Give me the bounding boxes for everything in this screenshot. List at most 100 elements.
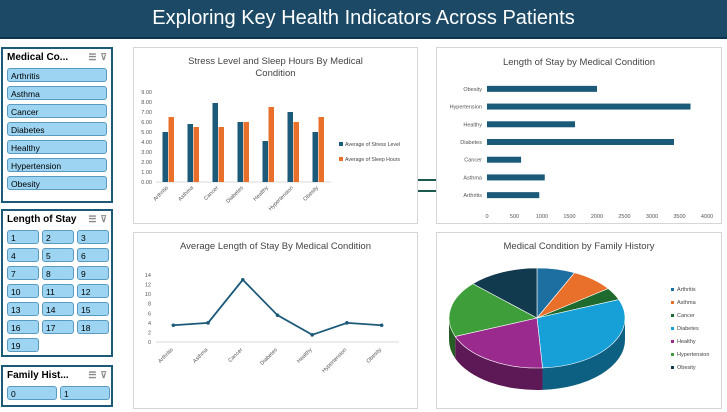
slicer-item[interactable]: Diabetes (7, 122, 107, 136)
bar (218, 127, 224, 182)
slicer-item[interactable]: 12 (77, 284, 109, 298)
y-tick-label: 4 (148, 321, 151, 327)
slicer-item[interactable]: 11 (42, 284, 74, 298)
slicer-item[interactable]: 1 (7, 230, 39, 244)
bar (237, 122, 243, 182)
legend-marker (671, 327, 674, 330)
bar (162, 132, 168, 182)
slicer-item[interactable]: 6 (77, 248, 109, 262)
x-tick-label: Hypertension (268, 185, 295, 212)
slicer-item[interactable]: Asthma (7, 86, 107, 100)
x-tick-label: 3000 (646, 214, 658, 220)
series-line (173, 278, 382, 336)
y-tick-label: 4.00 (141, 140, 152, 146)
slicer-title: Medical Co... (7, 52, 69, 63)
y-tick-label: Asthma (463, 175, 483, 181)
legend-label: Arthritis (677, 287, 696, 293)
clear-filter-icon[interactable]: ⊽ (100, 52, 107, 62)
multi-select-icon[interactable]: ☰ (88, 214, 97, 224)
x-tick-label: Healthy (252, 185, 270, 203)
y-tick-label: 5.00 (141, 130, 152, 136)
clear-filter-icon[interactable]: ⊽ (100, 214, 107, 224)
slicer-item[interactable]: 2 (42, 230, 74, 244)
y-tick-label: 2 (148, 330, 151, 336)
bar (487, 103, 691, 110)
medical-condition-slicer: Medical Co... ☰ ⊽ Arthritis Asthma Cancer Di… (1, 47, 113, 203)
legend-marker (339, 142, 343, 146)
slicer-item[interactable]: 5 (42, 248, 74, 262)
x-tick-label: Hypertension (321, 347, 348, 374)
y-tick-label: 8.00 (141, 100, 152, 106)
multi-select-icon[interactable]: ☰ (88, 52, 97, 62)
x-tick-label: Obesity (366, 347, 384, 365)
pie-slice (536, 299, 626, 369)
slicer-item[interactable]: 19 (7, 338, 39, 352)
slicer-item[interactable]: 13 (7, 302, 39, 316)
family-history-chart[interactable]: Medical Condition by Family History Arth… (436, 232, 722, 409)
bar (243, 122, 249, 182)
bar (487, 174, 545, 181)
slicer-item[interactable]: 16 (7, 320, 39, 334)
x-tick-label: Arthritis (157, 347, 175, 365)
pie-slice-side (542, 318, 625, 390)
length-of-stay-svg: Obesity Hypertension Healthy Diabetes Cancer… (450, 85, 713, 220)
y-tick-label: 6.00 (141, 120, 152, 126)
multi-select-icon[interactable]: ☰ (88, 370, 97, 380)
connector-line (418, 179, 436, 181)
chart-title: Medical Condition by Family History (503, 241, 655, 252)
x-tick-label: 2000 (591, 214, 603, 220)
slicer-item[interactable]: 7 (7, 266, 39, 280)
x-tick-label: Cancer (227, 347, 244, 364)
bar (212, 103, 218, 182)
legend-marker (671, 288, 674, 291)
slicer-item[interactable]: 15 (77, 302, 109, 316)
legend-label: Asthma (677, 300, 697, 306)
slicer-item[interactable]: 18 (77, 320, 109, 334)
y-tick-label: 3.00 (141, 150, 152, 156)
legend-marker (671, 340, 674, 343)
slicer-item[interactable]: 8 (42, 266, 74, 280)
slicer-item[interactable]: Healthy (7, 140, 107, 154)
avg-length-chart[interactable]: Average Length of Stay By Medical Condit… (133, 232, 418, 409)
slicer-header: Length of Stay ☰ ⊽ (3, 211, 111, 232)
slicer-item[interactable]: Arthritis (7, 68, 107, 82)
clear-filter-icon[interactable]: ⊽ (100, 370, 107, 380)
slicer-title: Family Hist... (7, 370, 69, 381)
family-history-svg: Arthritis Asthma Cancer Diabetes Healthy Hype… (448, 267, 709, 390)
slicer-item[interactable]: 9 (77, 266, 109, 280)
bar (487, 192, 540, 199)
x-tick-label: 1000 (536, 214, 548, 220)
length-of-stay-chart[interactable]: Length of Stay by Medical Condition Obes… (436, 47, 722, 224)
y-tick-label: 14 (145, 273, 151, 279)
legend-label: Hypertension (677, 352, 709, 358)
data-point (345, 321, 349, 325)
stress-sleep-chart[interactable]: Stress Level and Sleep Hours By Medical … (133, 47, 418, 224)
length-of-stay-slicer: Length of Stay ☰ ⊽ 1 2 3 4 5 6 7 8 9 10 11 12 13 14 15 1… (1, 209, 113, 357)
slicer-item[interactable]: Cancer (7, 104, 107, 118)
pie-slice (472, 267, 538, 319)
pie-slice (448, 283, 538, 337)
slicer-item[interactable]: Obesity (7, 176, 107, 190)
y-tick-label: 6 (148, 311, 151, 317)
slicer-item[interactable]: 17 (42, 320, 74, 334)
legend-label: Obesity (677, 365, 696, 371)
slicer-item[interactable]: 4 (7, 248, 39, 262)
y-tick-label: 12 (145, 283, 151, 289)
slicer-item[interactable]: 3 (77, 230, 109, 244)
slicer-item[interactable]: 10 (7, 284, 39, 298)
slicer-item[interactable]: 0 (7, 386, 57, 400)
slicer-item[interactable]: Hypertension (7, 158, 107, 172)
y-tick-label: Diabetes (460, 140, 482, 146)
legend-marker (339, 157, 343, 161)
connector-line (418, 190, 436, 192)
legend-label: Average of Stress Level (345, 142, 400, 148)
bar (168, 117, 174, 182)
y-tick-label: 0 (148, 340, 151, 346)
slicer-item[interactable]: 14 (42, 302, 74, 316)
bar (487, 139, 674, 145)
y-tick-label: 7.00 (141, 110, 152, 116)
legend-label: Average of Sleep Hours (345, 157, 400, 163)
dashboard-title: Exploring Key Health Indicators Across P… (152, 7, 575, 29)
slicer-item[interactable]: 1 (60, 386, 110, 400)
